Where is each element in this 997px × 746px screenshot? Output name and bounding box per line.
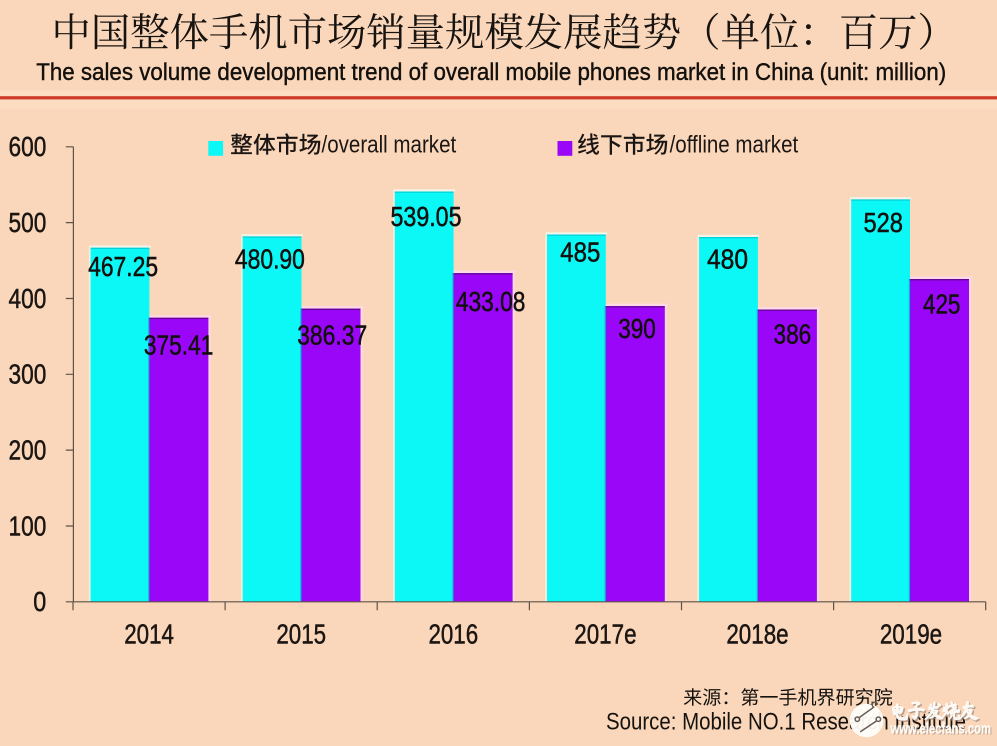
svg-text:375.41: 375.41 (144, 330, 214, 361)
svg-text:425: 425 (923, 289, 961, 320)
svg-text:2018e: 2018e (726, 618, 788, 649)
svg-text:528: 528 (863, 207, 903, 238)
svg-text:200: 200 (9, 435, 47, 466)
svg-text:485: 485 (560, 237, 600, 268)
svg-text:www.elecfans.com: www.elecfans.com (890, 721, 991, 737)
svg-text:The sales volume development t: The sales volume development trend of ov… (36, 59, 946, 86)
svg-text:100: 100 (9, 510, 47, 541)
svg-text:www.elecfans.com: www.elecfans.com (891, 723, 992, 739)
svg-text:500: 500 (9, 207, 47, 238)
svg-text:/offline market: /offline market (670, 132, 799, 159)
svg-text:539.05: 539.05 (391, 201, 462, 232)
svg-text:2016: 2016 (428, 618, 478, 649)
svg-text:467.25: 467.25 (88, 251, 158, 282)
svg-text:480: 480 (707, 244, 748, 275)
svg-text:2017e: 2017e (574, 618, 636, 649)
svg-text:/overall market: /overall market (322, 132, 457, 159)
svg-text:2015: 2015 (276, 618, 326, 649)
svg-text:480.90: 480.90 (235, 244, 305, 275)
svg-text:2019e: 2019e (880, 618, 942, 649)
svg-text:600: 600 (9, 131, 47, 162)
svg-text:386.37: 386.37 (297, 320, 367, 351)
svg-text:0: 0 (33, 586, 46, 617)
svg-text:2014: 2014 (124, 618, 174, 649)
svg-text:433.08: 433.08 (456, 286, 526, 317)
svg-text:300: 300 (9, 359, 47, 390)
svg-text:386: 386 (774, 319, 812, 350)
svg-text:390: 390 (618, 313, 656, 344)
svg-text:400: 400 (9, 283, 47, 314)
